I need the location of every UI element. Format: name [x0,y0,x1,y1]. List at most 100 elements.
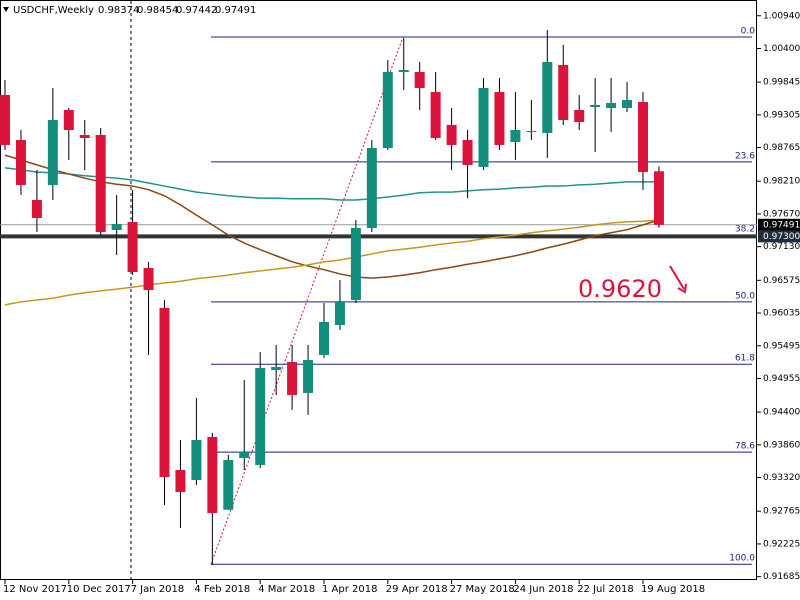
candle-body [638,102,648,172]
candle-body [558,64,569,120]
fib-label: 78.6 [735,442,755,452]
candle-body [574,110,585,122]
candle-body [95,134,106,232]
candle-body [430,92,441,138]
fib-trendline [210,36,404,565]
y-tick-label: 0.99845 [763,78,800,88]
candle-body [478,88,489,167]
candle-body [271,366,282,370]
price-tag-label: 0.97491 [763,220,800,230]
axis-layer: 12 Nov 2017 10 Dec 2017 7 Jan 2018 4 Feb 20… [3,11,800,595]
y-tick-label: 0.91685 [763,572,800,582]
candle-body [446,124,457,145]
candle-body [526,130,537,132]
x-tick-label: 29 Apr 2018 [386,584,448,595]
annotation: 0.9620 [578,275,662,303]
x-tick-label: 1 Apr 2018 [322,584,377,595]
moving-average [4,154,660,279]
candle-body [350,228,361,300]
menu-icon [3,7,9,12]
candle-body [606,102,617,108]
x-tick-label: 10 Dec 2017 [67,584,131,595]
candle-body [31,200,42,218]
candle-body [462,140,473,165]
candle-body [287,362,298,395]
y-tick-label: 1.00400 [763,44,800,54]
candle-body [255,368,266,465]
y-tick-label: 0.92765 [763,507,800,517]
fib-label: 100.0 [729,554,755,564]
y-tick-label: 0.93860 [763,440,800,450]
fib-label: 23.6 [735,151,755,161]
candle-body [398,70,409,72]
candle-body [111,224,122,230]
moving-average-layer [4,154,660,306]
y-tick-label: 0.94400 [763,408,800,418]
moving-average [4,167,659,201]
arrow-shaft [669,265,685,290]
header-low: 0.97442 [176,5,217,16]
candle-body [303,360,314,393]
y-tick-label: 0.97670 [763,209,800,219]
x-tick-label: 12 Nov 2017 [3,584,67,595]
y-tick-label: 0.98210 [763,177,800,187]
y-tick-label: 0.94955 [763,374,800,384]
y-tick-label: 0.93320 [763,473,800,483]
candle-body [319,322,329,355]
candle-body [334,302,345,325]
candle-body [382,72,393,148]
candle-body [15,140,26,185]
x-tick-label: 22 Jul 2018 [577,584,634,595]
candle-layer [0,30,664,565]
y-tick-label: 0.98765 [763,143,800,153]
y-tick-label: 0.92225 [763,539,800,549]
x-tick-label: 4 Feb 2018 [194,584,250,595]
candle-body [143,268,154,290]
y-tick-label: 0.96035 [763,309,800,319]
x-tick-label: 7 Jan 2018 [131,584,185,595]
y-tick-label: 1.00940 [763,11,800,21]
header-open: 0.98374 [98,5,139,16]
candle-body [239,452,250,458]
candle-body [79,134,90,138]
candle-body [366,148,377,228]
candle-body [191,440,202,480]
candle-body [622,100,633,108]
candle-body [127,222,138,272]
x-tick-label: 27 May 2018 [450,584,515,595]
fib-label: 50.0 [735,291,755,301]
y-tick-label: 0.96575 [763,276,800,286]
candle-body [542,62,553,133]
fib-label: 61.8 [735,354,755,364]
candle-body [590,104,601,107]
candle-body [0,94,10,145]
candle-body [510,130,521,142]
candle-body [494,92,505,145]
fib-label: 0.0 [741,26,756,36]
chart-title: USDCHF,Weekly [13,5,94,16]
header-close: 0.97491 [215,5,256,16]
candle-body [414,72,425,88]
candle-body [223,460,234,510]
candle-body [207,436,218,513]
y-tick-label: 0.99305 [763,110,800,120]
price-tag [758,230,800,243]
y-tick-label: 0.95495 [763,341,800,351]
y-tick-label: 0.97130 [763,242,800,252]
arrow-head [677,283,687,294]
moving-average [4,219,660,306]
candle-body [47,120,58,185]
price-tag-label: 0.97300 [763,232,800,242]
candle-body [63,110,74,130]
x-tick-label: 19 Aug 2018 [641,584,705,595]
x-tick-label: 24 Jun 2018 [513,584,573,595]
fib-label: 38.2 [735,225,755,235]
x-tick-label: 4 Mar 2018 [258,584,315,595]
header-high: 0.98454 [137,5,178,16]
plot-frame [0,0,757,580]
candle-body [159,308,170,478]
candle-body [175,470,186,492]
